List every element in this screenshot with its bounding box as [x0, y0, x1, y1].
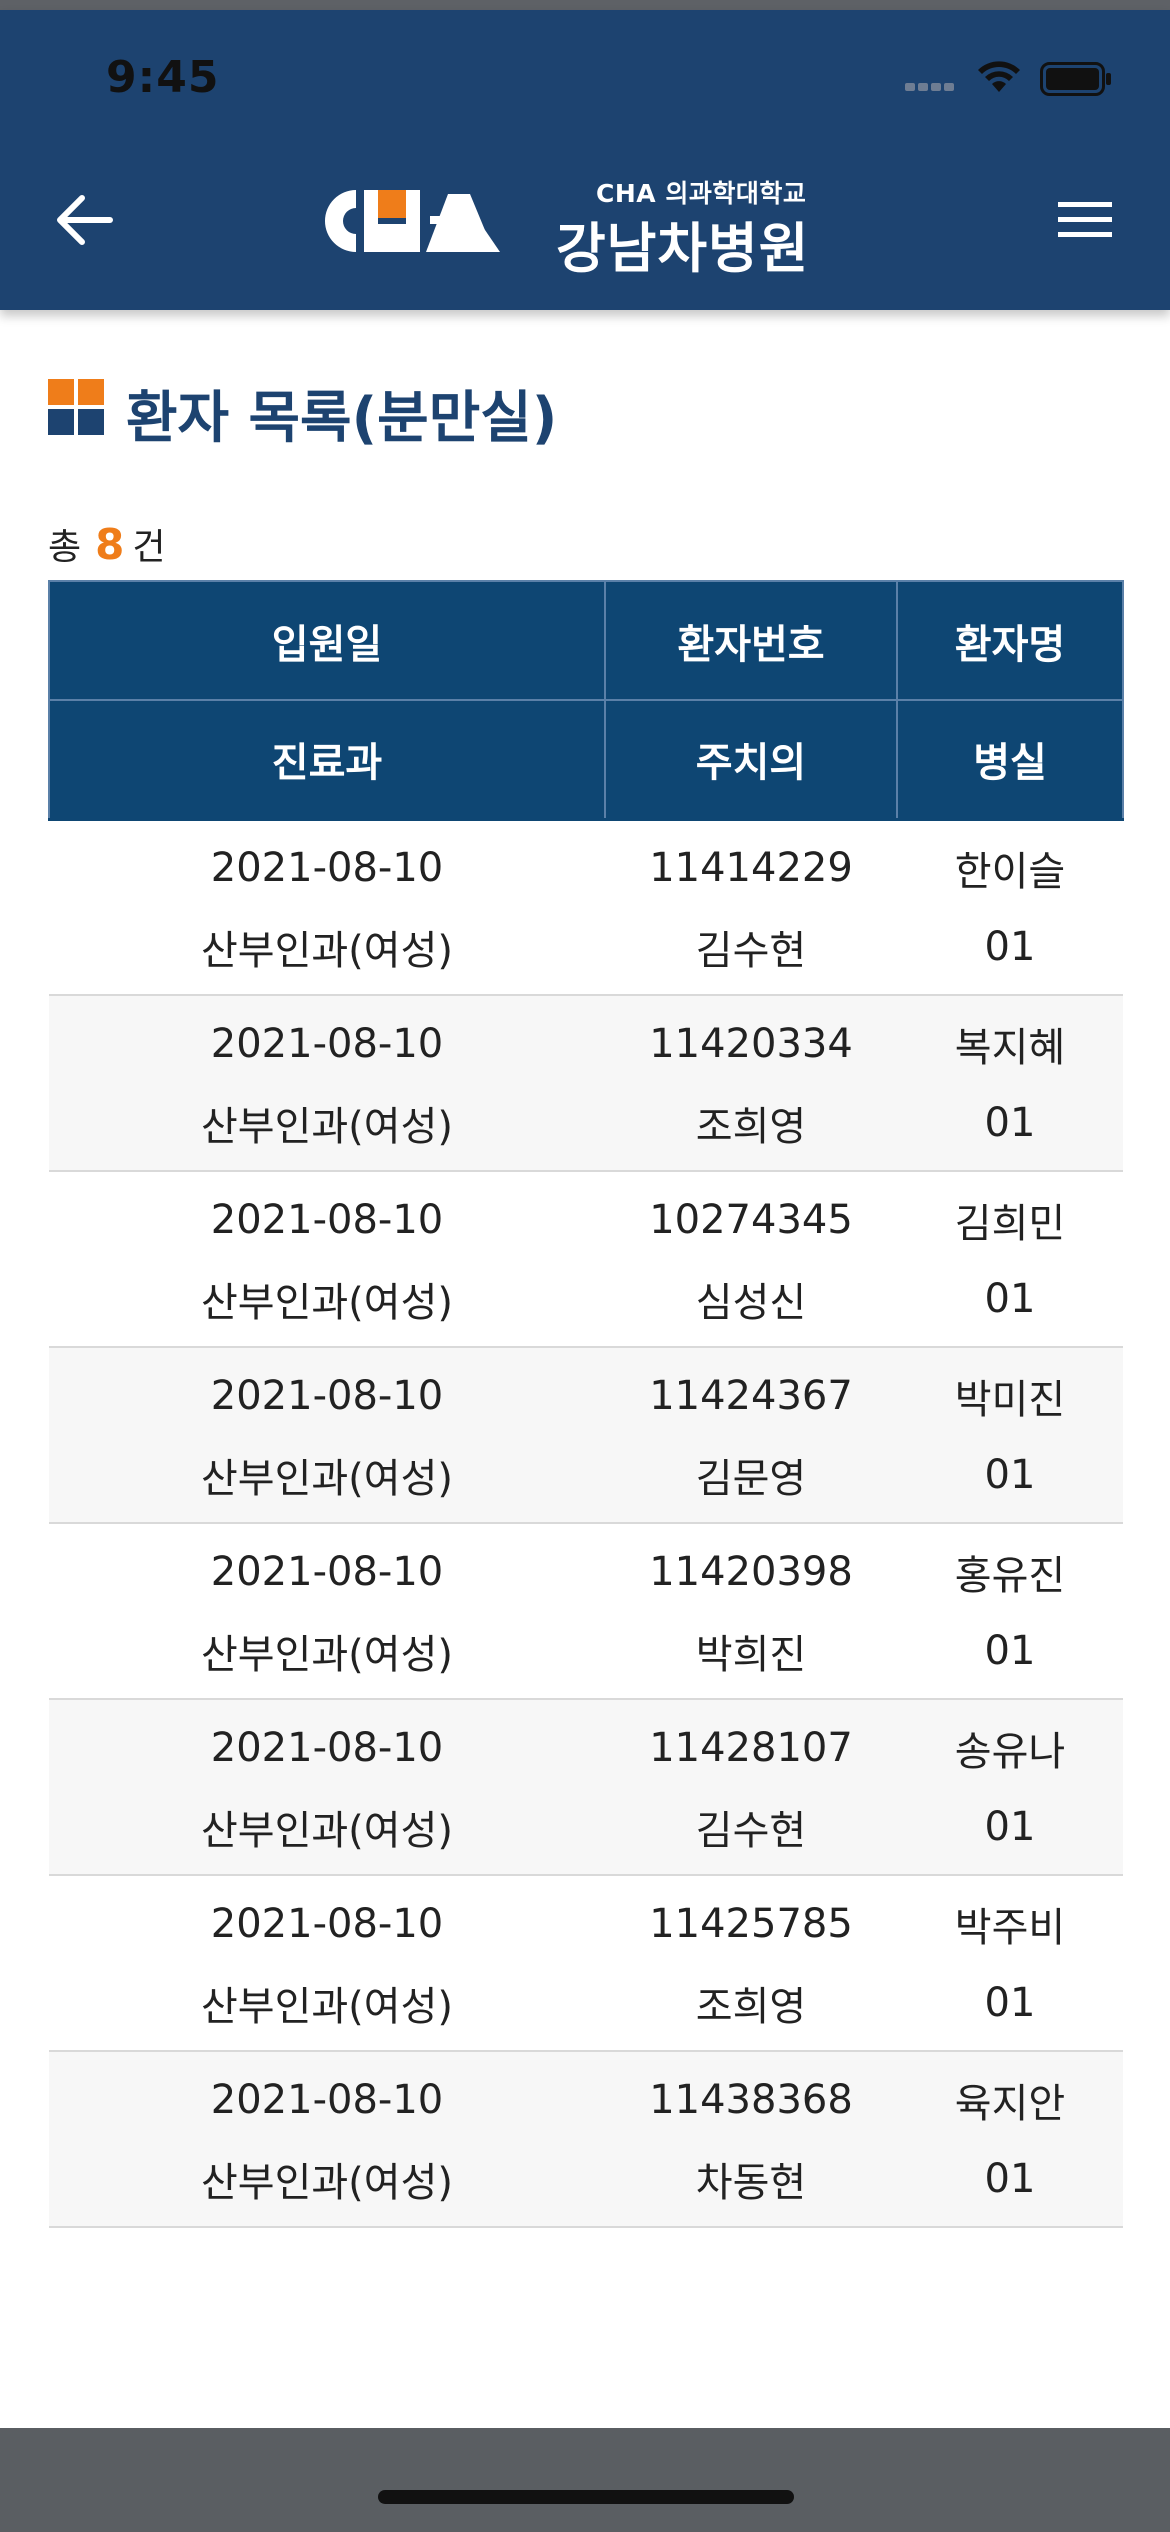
room-number: 01	[897, 1435, 1123, 1523]
admission-date: 2021-08-10	[210, 1196, 444, 1243]
patient-number: 10274345	[649, 1196, 853, 1243]
patient-number: 11414229	[649, 844, 853, 891]
patient-number: 11420334	[605, 995, 897, 1083]
patient-record[interactable]: 2021-08-10 11425785 박주비 산부인과(여성) 조희영 01	[49, 1875, 1123, 2051]
department: 산부인과(여성)	[200, 927, 453, 974]
hamburger-menu-icon	[1058, 202, 1112, 237]
header-room: 병실	[896, 699, 1124, 821]
room-number: 01	[984, 1627, 1036, 1674]
logo-subtitle: CHA 의과학대학교	[596, 179, 807, 208]
header-admission-date: 입원일	[48, 580, 606, 701]
arrow-left-icon	[57, 195, 113, 245]
department: 산부인과(여성)	[49, 1435, 605, 1523]
patient-name: 송유나	[897, 1699, 1123, 1787]
room-number: 01	[984, 1979, 1036, 2026]
patient-name: 박미진	[897, 1347, 1123, 1435]
room-number: 01	[897, 1787, 1123, 1875]
department: 산부인과(여성)	[200, 1983, 453, 2030]
room-number: 01	[984, 1275, 1036, 1322]
page-title: 환자 목록(분만실)	[126, 386, 558, 451]
patient-name: 한이슬	[954, 848, 1066, 895]
status-time: 9:45	[106, 52, 220, 103]
admission-date: 2021-08-10	[49, 2051, 605, 2139]
attending-doctor: 차동현	[605, 2139, 897, 2227]
patient-table: 입원일 환자번호 환자명 진료과 주치의 병실 2021-08-10 11414…	[48, 580, 1124, 2228]
department: 산부인과(여성)	[49, 2139, 605, 2227]
count-number: 8	[95, 520, 125, 569]
header-patient-name: 환자명	[896, 580, 1124, 701]
room-number: 01	[897, 2139, 1123, 2227]
battery-icon	[1040, 62, 1111, 96]
patient-name: 육지안	[897, 2051, 1123, 2139]
cha-logo-mark-icon	[324, 190, 500, 252]
bottom-bar	[0, 2428, 1170, 2532]
patient-name: 홍유진	[954, 1552, 1066, 1599]
count-suffix: 건	[132, 527, 166, 568]
logo-title: 강남차병원	[556, 217, 810, 280]
admission-date: 2021-08-10	[49, 995, 605, 1083]
department: 산부인과(여성)	[200, 1631, 453, 1678]
patient-name: 복지혜	[897, 995, 1123, 1083]
patient-name: 김희민	[954, 1200, 1066, 1247]
admission-date: 2021-08-10	[210, 1900, 444, 1947]
admission-date: 2021-08-10	[210, 844, 444, 891]
menu-button[interactable]	[1050, 190, 1120, 250]
admission-date: 2021-08-10	[49, 1699, 605, 1787]
patient-record[interactable]: 2021-08-10 11420398 홍유진 산부인과(여성) 박희진 01	[49, 1523, 1123, 1699]
attending-doctor: 박희진	[695, 1631, 807, 1678]
room-number: 01	[897, 1083, 1123, 1171]
attending-doctor: 조희영	[695, 1983, 807, 2030]
admission-date: 2021-08-10	[49, 1347, 605, 1435]
header-attending: 주치의	[604, 699, 898, 821]
patient-record[interactable]: 2021-08-10 11438368 육지안 산부인과(여성) 차동현 01	[49, 2051, 1123, 2227]
patient-record[interactable]: 2021-08-10 11424367 박미진 산부인과(여성) 김문영 01	[49, 1347, 1123, 1523]
patient-name: 박주비	[954, 1904, 1066, 1951]
attending-doctor: 조희영	[605, 1083, 897, 1171]
department: 산부인과(여성)	[49, 1787, 605, 1875]
count-prefix: 총	[48, 527, 82, 568]
admission-date: 2021-08-10	[210, 1548, 444, 1595]
home-indicator[interactable]	[378, 2490, 794, 2504]
app-header: 9:45 CHA 의과학대학교 강남차병원	[0, 10, 1170, 310]
patient-number: 11425785	[649, 1900, 853, 1947]
attending-doctor: 김수현	[605, 1787, 897, 1875]
attending-doctor: 김문영	[605, 1435, 897, 1523]
attending-doctor: 김수현	[695, 927, 807, 974]
header-department: 진료과	[48, 699, 606, 821]
back-button[interactable]	[50, 185, 120, 255]
title-squares-icon	[48, 379, 104, 435]
attending-doctor: 심성신	[695, 1279, 807, 1326]
patient-record[interactable]: 2021-08-10 11428107 송유나 산부인과(여성) 김수현 01	[49, 1699, 1123, 1875]
department: 산부인과(여성)	[49, 1083, 605, 1171]
patient-record[interactable]: 2021-08-10 11420334 복지혜 산부인과(여성) 조희영 01	[49, 995, 1123, 1171]
patient-number: 11428107	[605, 1699, 897, 1787]
wifi-icon	[978, 61, 1020, 92]
patient-record[interactable]: 2021-08-10 11414229 한이슬 산부인과(여성) 김수현 01	[49, 819, 1123, 995]
hospital-logo: CHA 의과학대학교 강남차병원	[320, 170, 860, 280]
patient-number: 11420398	[649, 1548, 853, 1595]
top-strip	[0, 0, 1170, 10]
patient-record[interactable]: 2021-08-10 10274345 김희민 산부인과(여성) 심성신 01	[49, 1171, 1123, 1347]
header-patient-number: 환자번호	[604, 580, 898, 701]
cellular-signal-icon	[905, 76, 961, 91]
patient-number: 11424367	[605, 1347, 897, 1435]
department: 산부인과(여성)	[200, 1279, 453, 1326]
patient-number: 11438368	[605, 2051, 897, 2139]
room-number: 01	[984, 923, 1036, 970]
